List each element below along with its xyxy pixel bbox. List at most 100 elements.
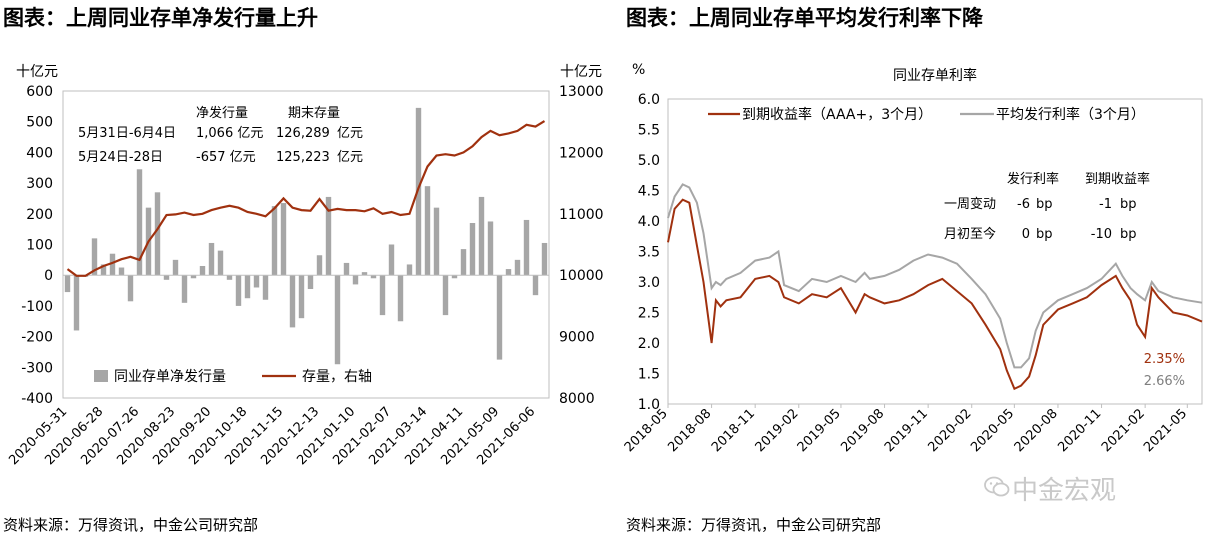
bar-net-issuance xyxy=(307,275,314,290)
annotation-stock-value: 125,223 xyxy=(276,150,330,165)
x-tick-label: 2019-05 xyxy=(795,406,844,455)
annotation-header-issue: 发行利率 xyxy=(1007,171,1059,187)
plot-area-frame xyxy=(667,98,1203,405)
annotation-issue-unit: bp xyxy=(1036,197,1053,212)
x-tick-label: 2021-02 xyxy=(1099,406,1148,455)
chart-title: 同业存单利率 xyxy=(893,67,977,84)
x-tick-label: 2021-05 xyxy=(1141,406,1190,455)
y-axis-unit-left: 十亿元 xyxy=(16,64,58,80)
bar-net-issuance xyxy=(541,242,548,276)
y-tick-label: 2.5 xyxy=(638,306,660,322)
bar-net-issuance xyxy=(379,275,386,316)
bar-net-issuance xyxy=(181,275,188,303)
y-tick-label-right: 8000 xyxy=(559,391,595,407)
x-tick-label: 2019-08 xyxy=(838,406,887,455)
bar-net-issuance xyxy=(217,250,224,276)
y-tick-label-right: 12000 xyxy=(559,145,604,161)
bar-net-issuance xyxy=(460,249,467,276)
bar-net-issuance xyxy=(496,275,503,360)
line-yield-to-maturity xyxy=(667,198,1203,391)
end-label-average: 2.66% xyxy=(1144,374,1185,389)
plot-area-frame xyxy=(62,90,550,399)
bar-net-issuance xyxy=(370,275,377,279)
right-chart-title: 图表：上周同业存单平均发行利率下降 xyxy=(626,6,983,30)
bar-net-issuance xyxy=(361,272,368,276)
x-tick-label: 2019-11 xyxy=(882,406,931,455)
legend-label-bar: 同业存单净发行量 xyxy=(114,369,226,385)
bar-net-issuance xyxy=(478,196,485,276)
bar-net-issuance xyxy=(514,259,521,276)
bar-net-issuance xyxy=(262,275,269,300)
legend-label-yield: 到期收益率（AAA+，3个月） xyxy=(742,106,932,123)
y-tick-label: 3.5 xyxy=(638,245,660,261)
bar-net-issuance xyxy=(298,275,305,319)
y-tick-label-left: 0 xyxy=(44,268,53,284)
y-tick-label-left: -300 xyxy=(21,360,53,376)
x-tick-label: 2018-05 xyxy=(622,406,671,455)
y-axis-unit: % xyxy=(632,62,645,78)
watermark: 中金宏观 xyxy=(1012,476,1117,506)
y-tick-label-left: 600 xyxy=(26,84,53,100)
bar-net-issuance xyxy=(316,255,323,276)
y-tick-label: 3.0 xyxy=(638,275,660,291)
bar-net-issuance xyxy=(280,203,287,276)
legend-label-average: 平均发行利率（3个月） xyxy=(996,106,1145,123)
legend-label-line: 存量，右轴 xyxy=(302,369,372,385)
x-tick-label: 2018-08 xyxy=(665,406,714,455)
x-tick-label: 2020-05 xyxy=(968,406,1017,455)
bar-net-issuance xyxy=(91,238,98,276)
bar-net-issuance xyxy=(289,275,296,328)
annotation-row-label: 一周变动 xyxy=(944,196,996,212)
net-issuance-chart: -400 -300 -200 -100 0 100 200 300 400 500 600 8000 9… xyxy=(6,64,604,468)
annotation-net-value: 1,066 亿元 xyxy=(196,126,263,141)
wechat-icon xyxy=(984,476,1010,497)
bar-net-issuance xyxy=(334,275,341,365)
bar-net-issuance xyxy=(64,275,71,293)
bar-net-issuance xyxy=(163,275,170,280)
bar-net-issuance xyxy=(469,223,476,276)
y-tick-label: 4.5 xyxy=(638,184,660,200)
y-tick-label: 4.0 xyxy=(638,214,660,230)
bar-net-issuance xyxy=(523,219,530,276)
y-tick-label: 5.5 xyxy=(638,123,660,139)
y-tick-label: 2.0 xyxy=(638,336,660,352)
bar-net-issuance xyxy=(100,264,107,276)
bar-net-issuance xyxy=(199,265,206,276)
y-tick-label-left: -200 xyxy=(21,330,53,346)
bar-net-issuance xyxy=(325,196,332,276)
legend-swatch-bar xyxy=(94,370,108,382)
bar-net-issuance xyxy=(73,275,80,331)
annotation-issue-unit: bp xyxy=(1036,227,1053,242)
annotation-stock-value: 126,289 xyxy=(276,126,330,141)
bar-net-issuance xyxy=(190,275,197,279)
annotation-stock-unit: 亿元 xyxy=(337,126,363,141)
annotation-yield-change: -10 xyxy=(1091,227,1112,242)
bar-net-issuance xyxy=(406,264,413,276)
y-tick-label-left: 500 xyxy=(26,115,53,131)
bar-net-issuance xyxy=(253,275,260,288)
bar-net-issuance xyxy=(235,275,242,306)
y-tick-label-right: 11000 xyxy=(559,207,604,223)
annotation-stock-unit: 亿元 xyxy=(337,150,363,165)
bar-net-issuance xyxy=(154,192,161,276)
x-tick-label: 2020-02 xyxy=(926,406,975,455)
left-source-note: 资料来源：万得资讯，中金公司研究部 xyxy=(3,516,259,534)
y-tick-label: 1.0 xyxy=(638,397,660,413)
annotation-header-yield: 到期收益率 xyxy=(1085,171,1150,187)
left-chart-title: 图表：上周同业存单净发行量上升 xyxy=(3,6,318,30)
annotation-header-net: 净发行量 xyxy=(196,105,248,121)
bar-net-issuance xyxy=(388,244,395,276)
bar-net-issuance xyxy=(343,262,350,276)
bar-net-issuance xyxy=(136,169,143,276)
annotation-yield-unit: bp xyxy=(1120,197,1137,212)
bar-net-issuance xyxy=(226,275,233,280)
end-label-yield: 2.35% xyxy=(1144,352,1185,367)
annotation-yield-unit: bp xyxy=(1120,227,1137,242)
annotation-row-label: 月初至今 xyxy=(944,226,996,242)
annotation-net-value: -657 亿元 xyxy=(196,150,256,165)
bar-net-issuance xyxy=(118,267,125,276)
y-tick-label-left: 200 xyxy=(26,207,53,223)
cd-rate-chart: 同业存单利率% 1.0 1.5 2.0 2.5 3.0 3.5 4.0 4.5 5.0 5.5 6.0… xyxy=(622,62,1203,455)
bar-net-issuance xyxy=(397,275,404,322)
y-tick-label-left: -400 xyxy=(21,391,53,407)
